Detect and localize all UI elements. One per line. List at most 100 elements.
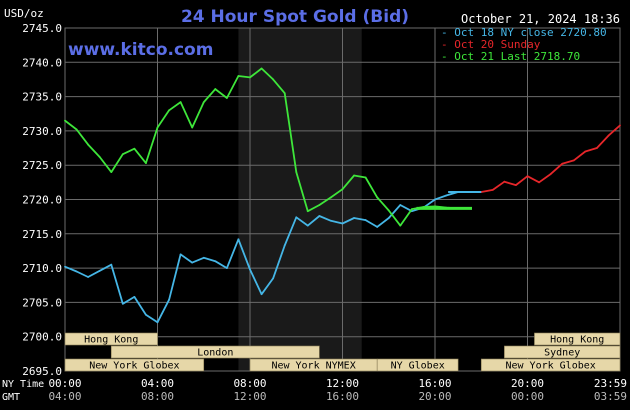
data-point [434,198,436,201]
data-point [225,97,228,99]
data-point [330,196,332,199]
data-point [260,67,263,70]
data-point [491,188,494,191]
data-point [260,293,263,296]
x-tick-label-gmt: 03:59 [594,390,627,403]
y-tick-label: 2745.0 [22,22,62,35]
data-point [410,208,413,211]
x-tick-label-ny: 00:00 [48,377,81,390]
data-point [353,217,355,219]
data-point [133,296,136,298]
data-point [225,267,228,269]
y-tick-label: 2735.0 [22,91,62,104]
market-session-label: London [197,348,233,359]
data-point [87,276,90,278]
data-point [133,147,136,150]
market-session-label: Sydney [544,348,580,359]
data-point [434,205,436,208]
data-point [364,219,367,221]
legend-item: - Oct 21 Last 2718.70 [441,50,580,63]
data-point [445,194,448,197]
x-tick-label-ny: 04:00 [141,377,174,390]
data-point [353,174,355,177]
data-point [295,216,298,219]
chart-title: 24 Hour Spot Gold (Bid) [181,7,409,27]
y-tick-label: 2705.0 [22,296,62,309]
chart-grid [64,27,621,372]
data-point [283,92,286,95]
data-point [376,196,379,199]
legend-item: - Oct 18 NY close 2720.80 [441,26,607,39]
market-session-label: New York Globex [505,361,595,372]
x-tick-label-gmt: 08:00 [141,390,174,403]
y-tick-label: 2720.0 [22,194,62,207]
x-tick-label-ny: 12:00 [326,377,359,390]
data-point [145,162,147,165]
market-session-bars: Hong Kong Hong Kong London Sydney New York G… [64,332,621,372]
data-point [538,181,540,184]
market-session-bar [376,358,459,372]
data-point [249,76,251,79]
x-tick-label-ny: 08:00 [233,377,266,390]
data-point [191,126,194,129]
x-tick-label-ny: 16:00 [418,377,451,390]
data-point [121,302,124,305]
data-point [306,210,309,213]
market-session-bar [64,332,158,346]
data-point [179,253,182,256]
data-point [202,101,205,103]
data-point [237,238,240,241]
data-point [64,119,66,122]
data-point [202,256,205,259]
x-tick-label-gmt: 20:00 [418,390,451,403]
y-axis-ticks: 2745.0 2740.0 2735.0 2730.0 2725.0 2720.0 2715… [22,22,62,378]
x-axis-ticks: 00:0004:0004:0008:0008:0012:0012:0016:00… [48,377,627,403]
market-session-bar [534,332,621,346]
y-tick-label: 2725.0 [22,159,62,172]
legend: - Oct 18 NY close 2720.80- Oct 20 Sunday… [441,26,607,63]
data-point [549,173,552,176]
data-point [98,156,101,158]
data-point [121,153,124,156]
x-tick-label-gmt: 00:00 [511,390,544,403]
data-point [75,128,78,131]
data-point [503,180,506,183]
data-point [110,171,113,173]
data-point [526,175,529,178]
data-point [283,244,286,247]
data-point [607,134,610,137]
data-point [156,126,159,129]
y-tick-label: 2700.0 [22,331,62,344]
gmt-row-label: GMT [2,392,20,403]
market-session-label: NY Globex [391,361,445,372]
x-tick-label-gmt: 16:00 [326,390,359,403]
data-point [75,270,78,273]
market-session-label: New York NYMEX [271,361,355,372]
data-point [399,204,402,206]
data-point [515,184,517,186]
data-point [330,219,332,222]
data-point [237,75,240,77]
market-session-label: Hong Kong [550,335,604,346]
data-point [156,321,159,324]
data-point [619,124,621,127]
data-point [318,215,321,217]
x-tick-label-ny: 20:00 [511,377,544,390]
y-tick-label: 2740.0 [22,56,62,69]
data-point [214,88,217,90]
data-point [318,204,321,206]
data-point [272,78,275,81]
data-point [214,260,217,263]
data-point [249,268,251,271]
data-point [110,263,113,266]
legend-item: - Oct 20 Sunday [441,38,541,51]
data-point [376,226,379,228]
data-point [191,261,194,264]
data-point [561,162,564,165]
x-tick-label-gmt: 12:00 [233,390,266,403]
data-point [179,101,182,103]
market-session-label: New York Globex [89,361,179,372]
y-tick-label: 2730.0 [22,125,62,138]
date-stamp: October 21, 2024 18:36 [461,12,620,26]
